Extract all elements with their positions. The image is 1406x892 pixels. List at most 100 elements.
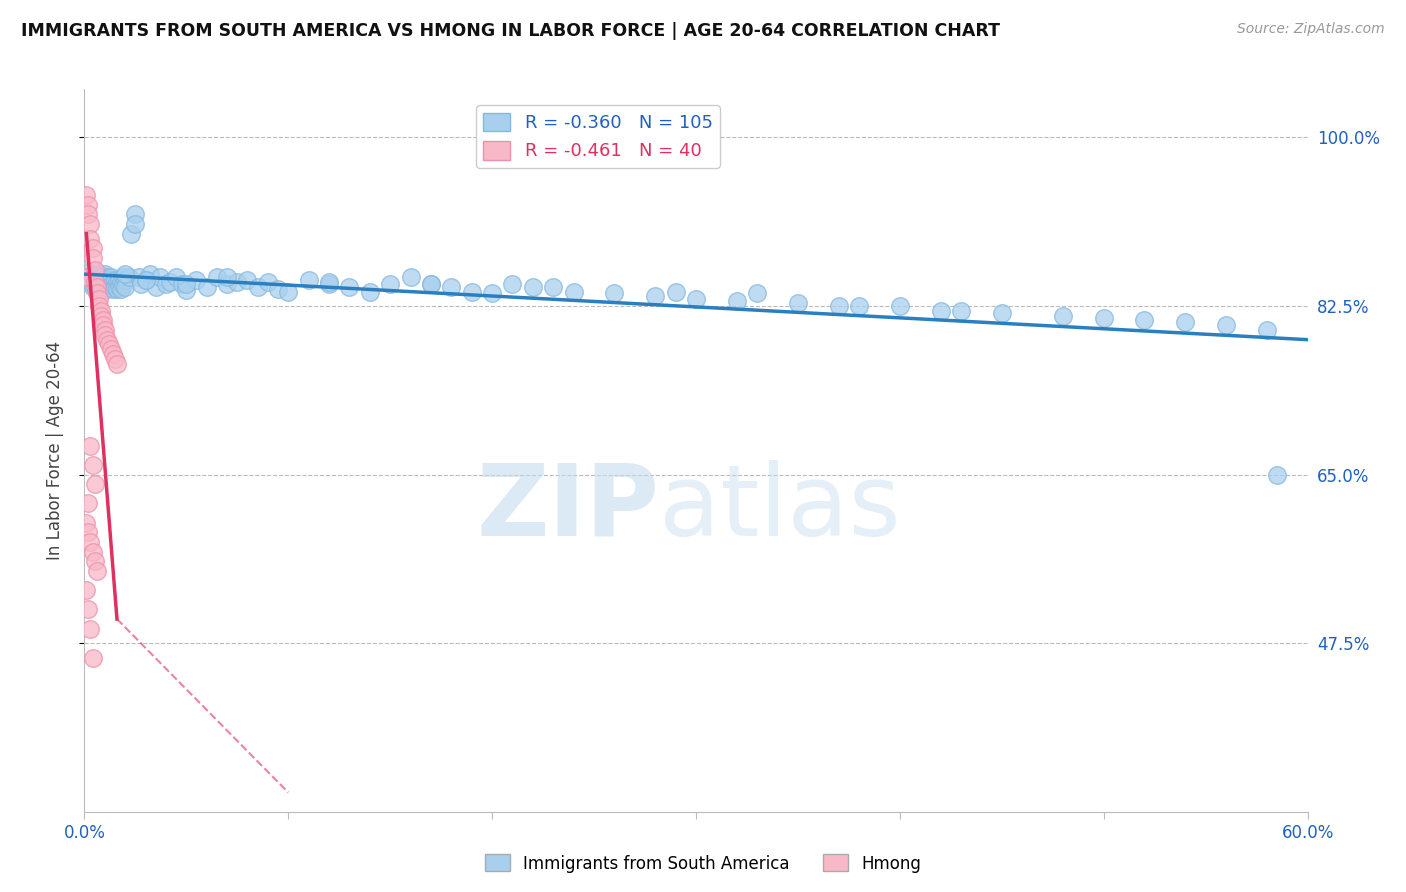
Point xyxy=(318,277,340,291)
Point xyxy=(114,267,136,281)
Point xyxy=(75,583,97,598)
Point xyxy=(75,516,97,530)
Point xyxy=(86,286,108,301)
Point xyxy=(108,273,131,287)
Point xyxy=(86,277,108,291)
Point xyxy=(96,270,118,285)
Point xyxy=(77,525,100,540)
Point xyxy=(461,285,484,299)
Point xyxy=(889,299,911,313)
Point xyxy=(77,198,100,212)
Point xyxy=(112,270,135,285)
Point xyxy=(101,347,124,361)
Point xyxy=(145,279,167,293)
Point xyxy=(79,439,101,453)
Point xyxy=(82,241,104,255)
Point xyxy=(725,294,748,309)
Point xyxy=(298,273,321,287)
Point xyxy=(1265,467,1288,482)
Point xyxy=(399,270,422,285)
Point xyxy=(87,267,110,281)
Point xyxy=(90,277,112,291)
Point xyxy=(82,458,104,472)
Point xyxy=(114,279,136,293)
Point xyxy=(1133,313,1156,327)
Point xyxy=(562,285,585,299)
Point xyxy=(82,650,104,665)
Point xyxy=(96,333,118,347)
Point xyxy=(82,251,104,265)
Point xyxy=(79,231,101,245)
Point xyxy=(217,277,239,291)
Point xyxy=(318,275,340,289)
Point xyxy=(277,285,299,299)
Point xyxy=(104,351,127,366)
Point xyxy=(83,273,105,287)
Point xyxy=(90,303,112,318)
Point xyxy=(138,267,160,281)
Point xyxy=(131,277,153,291)
Y-axis label: In Labor Force | Age 20-64: In Labor Force | Age 20-64 xyxy=(45,341,63,560)
Point xyxy=(195,279,218,293)
Point xyxy=(217,270,239,285)
Point xyxy=(96,277,118,292)
Point xyxy=(1215,318,1237,333)
Point xyxy=(91,279,114,293)
Point xyxy=(90,270,112,285)
Point xyxy=(929,303,952,318)
Point xyxy=(110,282,132,296)
Point xyxy=(83,554,105,568)
Point xyxy=(257,275,280,289)
Point xyxy=(950,303,973,318)
Point xyxy=(848,299,870,313)
Point xyxy=(104,279,127,293)
Point xyxy=(339,279,361,293)
Point xyxy=(93,323,115,337)
Point xyxy=(174,277,197,291)
Point xyxy=(828,299,851,313)
Text: ZIP: ZIP xyxy=(477,459,659,557)
Point xyxy=(481,286,503,301)
Point xyxy=(77,270,100,285)
Point xyxy=(86,270,108,285)
Point xyxy=(124,217,146,231)
Point xyxy=(83,477,105,491)
Point xyxy=(787,296,810,310)
Point xyxy=(100,270,122,285)
Legend: Immigrants from South America, Hmong: Immigrants from South America, Hmong xyxy=(478,847,928,880)
Point xyxy=(90,309,112,323)
Point xyxy=(359,285,381,299)
Point xyxy=(83,263,105,277)
Point xyxy=(86,279,108,293)
Point xyxy=(97,279,120,293)
Point xyxy=(83,279,105,293)
Point xyxy=(93,267,115,281)
Point xyxy=(75,188,97,202)
Point xyxy=(112,277,135,292)
Point xyxy=(105,357,128,371)
Point xyxy=(79,535,101,549)
Point xyxy=(110,275,132,289)
Legend: R = -0.360   N = 105, R = -0.461   N = 40: R = -0.360 N = 105, R = -0.461 N = 40 xyxy=(477,105,720,168)
Point xyxy=(420,277,443,291)
Point xyxy=(1052,309,1074,323)
Point xyxy=(543,279,565,293)
Point xyxy=(82,544,104,558)
Point xyxy=(205,270,228,285)
Point xyxy=(502,277,524,291)
Point xyxy=(87,292,110,306)
Point xyxy=(114,273,136,287)
Point xyxy=(83,265,105,279)
Point xyxy=(93,283,115,297)
Point xyxy=(246,279,269,293)
Point xyxy=(77,602,100,616)
Point xyxy=(118,270,141,285)
Point xyxy=(665,285,688,299)
Text: atlas: atlas xyxy=(659,459,901,557)
Point xyxy=(522,279,544,293)
Text: IMMIGRANTS FROM SOUTH AMERICA VS HMONG IN LABOR FORCE | AGE 20-64 CORRELATION CH: IMMIGRANTS FROM SOUTH AMERICA VS HMONG I… xyxy=(21,22,1000,40)
Point xyxy=(105,282,128,296)
Point xyxy=(93,275,115,289)
Point xyxy=(603,286,626,301)
Point xyxy=(79,622,101,636)
